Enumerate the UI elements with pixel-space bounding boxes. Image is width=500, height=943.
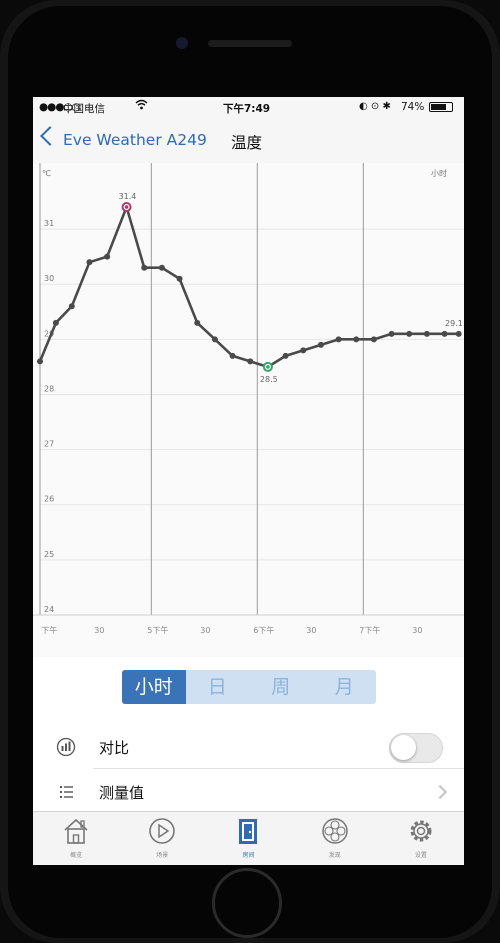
data-point: [141, 264, 148, 271]
x-tick-label: 30: [306, 626, 316, 635]
x-tick-label: 30: [94, 626, 104, 635]
data-point: [158, 264, 165, 271]
battery-percent: 74%: [401, 101, 425, 113]
battery-icon: [429, 102, 453, 112]
page-title: 温度: [231, 134, 263, 152]
back-button[interactable]: Eve Weather A249: [63, 131, 207, 149]
x-tick-label: 30: [412, 626, 422, 635]
time-range-segmented-control: 小时日 周 月: [122, 670, 376, 704]
tab-label: 设置: [414, 852, 427, 859]
data-point: [86, 259, 93, 266]
data-point: [247, 358, 254, 365]
nav-bar: Eve Weather A249 温度: [33, 117, 464, 164]
x-tick-label: 5下午: [147, 625, 168, 635]
temperature-line: [38, 205, 459, 369]
x-tick-label: 下午: [41, 625, 57, 635]
status-time: 下午7:49: [223, 103, 271, 115]
highlight-point-center: [266, 365, 270, 369]
temperature-chart[interactable]: 2425262728293031℃小时下午305下午306下午307下午3083…: [33, 163, 464, 647]
data-point: [388, 330, 395, 337]
tab-bar: 概览 场景 房间: [33, 811, 464, 865]
data-point: [211, 336, 218, 343]
door-icon: [239, 819, 258, 844]
segment-3[interactable]: 月: [334, 676, 354, 698]
segment-0[interactable]: 小时: [122, 670, 186, 704]
status-bar: ●●●○○ 中国电信 下午7:49 ◐ ⊙ ✱ 74%: [33, 97, 464, 117]
y-tick-label: 29: [44, 329, 54, 338]
row-divider: [93, 768, 464, 769]
y-tick-label: 28: [44, 384, 54, 393]
segment-2[interactable]: 周: [271, 676, 291, 698]
compare-row[interactable]: 对比: [33, 724, 464, 769]
compare-toggle[interactable]: [389, 733, 443, 763]
tab-label: 发现: [328, 852, 341, 859]
data-point: [353, 336, 360, 343]
chart-svg: 2425262728293031℃小时下午305下午306下午307下午3083…: [33, 163, 464, 635]
play-icon: [149, 818, 176, 844]
data-point: [317, 341, 324, 348]
data-label: 29.1: [445, 319, 463, 328]
screen: ●●●○○ 中国电信 下午7:49 ◐ ⊙ ✱ 74% Eve Weather …: [33, 97, 464, 865]
home-button[interactable]: [212, 868, 282, 938]
data-point: [52, 319, 59, 326]
chart-footer: [33, 647, 464, 657]
tab-rooms[interactable]: 房间: [205, 812, 291, 865]
y-tick-label: 30: [44, 274, 54, 283]
data-point: [229, 352, 236, 359]
y-unit-label: ℃: [42, 169, 51, 178]
list-icon: [55, 782, 77, 802]
compare-label: 对比: [99, 739, 130, 757]
x-unit-label: 小时: [431, 168, 447, 178]
toggle-knob: [391, 735, 416, 760]
earpiece-speaker: [208, 40, 292, 47]
data-point: [370, 336, 377, 343]
y-tick-label: 24: [44, 605, 54, 614]
tab-scenes[interactable]: 场景: [119, 812, 205, 865]
data-point: [194, 319, 201, 326]
carrier-name: 中国电信: [63, 103, 105, 115]
y-tick-label: 27: [44, 440, 54, 449]
status-icons: ◐ ⊙ ✱: [359, 101, 391, 112]
signal-strength: ●●●○○: [39, 101, 81, 113]
tab-settings[interactable]: 设置: [378, 812, 464, 865]
data-point: [68, 303, 75, 310]
y-tick-label: 25: [44, 550, 54, 559]
x-tick-label: 6下午: [253, 625, 274, 635]
highlight-point-center: [124, 205, 129, 209]
data-label: 28.5: [260, 375, 278, 384]
y-tick-label: 31: [44, 219, 54, 228]
tab-label: 房间: [242, 852, 255, 859]
back-chevron-icon[interactable]: [40, 126, 60, 146]
tab-overview[interactable]: 概览: [33, 812, 119, 865]
flower-icon: [321, 818, 348, 844]
x-tick-label: 30: [200, 626, 210, 635]
home-icon: [64, 818, 88, 844]
data-point: [282, 352, 289, 359]
chevron-right-icon: [432, 784, 448, 800]
tab-label: 场景: [156, 852, 169, 859]
data-label: 31.4: [119, 192, 137, 201]
measurements-row[interactable]: 测量值: [33, 769, 464, 814]
data-point: [455, 330, 462, 337]
y-tick-label: 26: [44, 495, 54, 504]
data-point: [335, 336, 342, 343]
wifi-icon: [135, 99, 148, 113]
data-point: [104, 253, 111, 260]
measurements-label: 测量值: [99, 784, 145, 802]
data-point: [441, 330, 448, 337]
data-point: [406, 330, 413, 337]
battery-level: [431, 104, 446, 110]
data-point: [300, 347, 307, 354]
gear-icon: [410, 820, 432, 842]
front-camera: [176, 37, 188, 49]
compare-icon: [55, 737, 77, 757]
data-point: [37, 358, 43, 365]
data-point: [423, 330, 430, 337]
data-point: [176, 275, 183, 282]
tab-discover[interactable]: 发现: [292, 812, 378, 865]
tab-label: 概览: [70, 852, 83, 859]
segment-1[interactable]: 日: [207, 676, 227, 698]
x-tick-label: 7下午: [359, 625, 380, 635]
